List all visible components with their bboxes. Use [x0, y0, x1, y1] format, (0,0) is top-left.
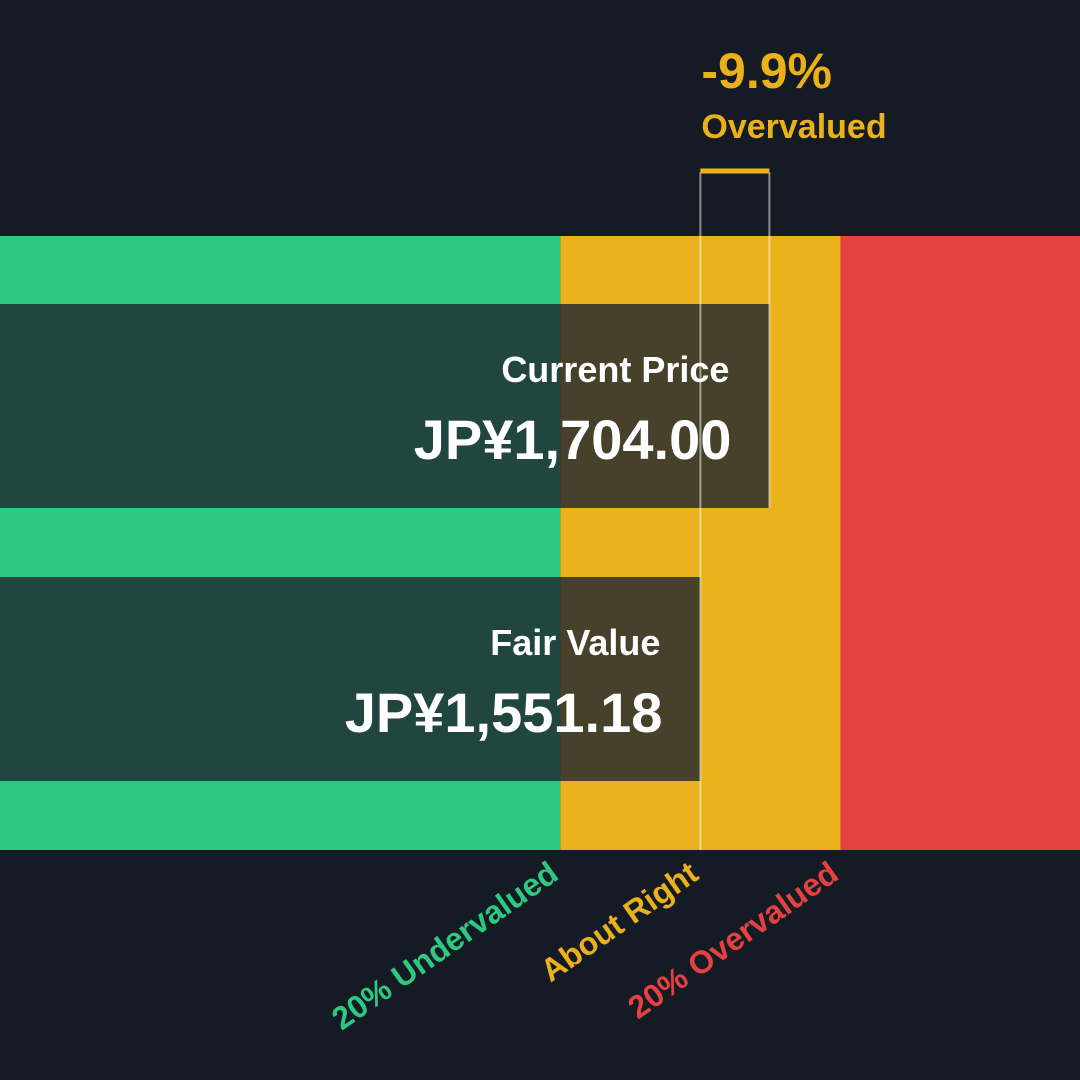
bar-label-fair-value: Fair Value: [490, 622, 660, 663]
valuation-percent: -9.9%: [701, 43, 832, 99]
bar-value-fair-value: JP¥1,551.18: [345, 681, 663, 744]
bar-label-current-price: Current Price: [501, 349, 729, 390]
value-bars: Current Price JP¥1,704.00 Fair Value JP¥1,5…: [0, 304, 770, 781]
bar-value-current-price: JP¥1,704.00: [414, 408, 732, 471]
zone-overvalued: [840, 236, 1080, 850]
bar-fair-value: [0, 577, 701, 781]
valuation-annotation: -9.9% Overvalued: [701, 43, 886, 146]
valuation-status: Overvalued: [701, 108, 886, 146]
bar-current-price: [0, 304, 770, 508]
difference-bracket: [699, 168, 771, 850]
